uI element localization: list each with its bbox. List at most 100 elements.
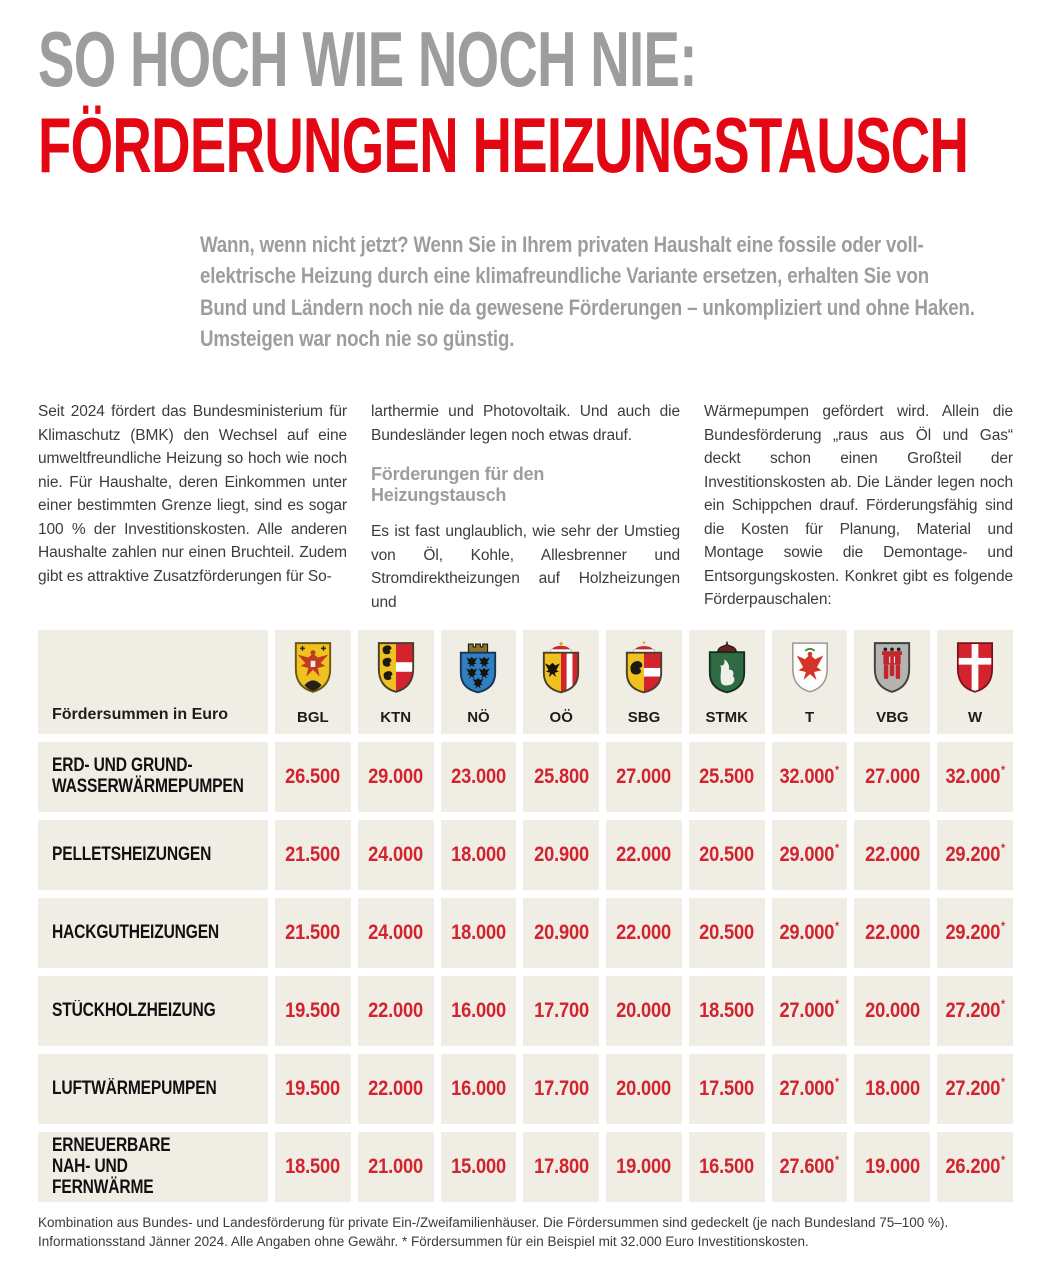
burgenland-coat-of-arms-icon [294,642,332,694]
column-header-stmk: STMK [688,630,765,735]
table-value: 17.700 [523,1054,600,1125]
oberoesterreich-coat-of-arms-icon [543,642,580,694]
table-value: 20.500 [688,898,765,969]
article-subheading: Förderungen für den Heizungstausch [371,464,545,506]
table-value: 24.000 [357,898,434,969]
row-label-fernwaerme: ERNEUERBARE NAH- UND FERNWÄRME [38,1132,268,1203]
table-value: 18.000 [854,1054,931,1125]
column-abbr: STMK [705,709,749,727]
table-value: 21.000 [357,1132,434,1203]
article-col2-text1: larthermie und Photovoltaik. Und auch di… [371,403,680,444]
article-col3-text: Wärmepumpen gefördert wird. Allein die B… [704,403,1013,609]
table-value: 17.700 [523,976,600,1047]
column-abbr: W [968,709,983,727]
table-value: 22.000 [854,820,931,891]
column-header-bgl: BGL [275,630,351,735]
headline-line2: FÖRDERUNGEN HEIZUNGSTAUSCH [38,100,969,189]
row-label-stueckholzheizung: STÜCKHOLZHEIZUNG [38,976,268,1047]
row-label-hackgutheizungen: HACKGUTHEIZUNGEN [38,898,268,969]
column-abbr: SBG [627,709,661,727]
table-value: 27.600* [771,1132,848,1203]
table-value: 22.000 [357,976,434,1047]
footnote: Kombination aus Bundes- und Landesförder… [38,1215,949,1250]
intro-paragraph: Wann, wenn nicht jetzt? Wenn Sie in Ihre… [200,232,975,351]
table-value: 22.000 [606,898,682,969]
table-value: 16.000 [440,976,517,1047]
table-value: 19.000 [606,1132,682,1203]
table-value: 19.000 [854,1132,931,1203]
table-value: 25.800 [523,742,600,813]
table-value: 23.000 [440,742,517,813]
headline-line1: SO HOCH WIE NOCH NIE: [38,15,697,103]
table-value: 29.000* [771,898,848,969]
column-abbr: OÖ [549,709,573,727]
table-value: 29.000 [357,742,434,813]
headline-block: SO HOCH WIE NOCH NIE: FÖRDERUNGEN HEIZUN… [38,15,1013,189]
niederoesterreich-coat-of-arms-icon [460,643,497,694]
column-header-noe: NÖ [440,630,517,735]
column-header-w: W [937,630,1013,735]
table-value: 15.000 [440,1132,517,1203]
article-col2-text2: Es ist fast unglaublich, wie sehr der Um… [371,523,680,611]
table-value: 29.200* [937,820,1013,891]
table-value: 29.000* [771,820,848,891]
article-col1-text: Seit 2024 fördert das Bundesministerium … [38,403,347,585]
table-value: 17.800 [523,1132,600,1203]
table-value: 27.000* [771,1054,848,1125]
column-abbr: VBG [876,709,909,727]
article-column-3: Wärmepumpen gefördert wird. Allein die B… [704,400,1013,614]
article-column-2: larthermie und Photovoltaik. Und auch di… [371,400,680,614]
article-columns: Seit 2024 fördert das Bundesministerium … [38,400,1013,614]
row-label-luftwaermepumpen: LUFTWÄRMEPUMPEN [38,1054,268,1125]
table-value: 18.000 [440,898,517,969]
column-header-ooe: OÖ [523,630,600,735]
vorarlberg-coat-of-arms-icon [874,642,911,694]
column-header-ktn: KTN [357,630,434,735]
table-value: 20.000 [606,1054,682,1125]
table-value: 20.000 [606,976,682,1047]
table-value: 27.000 [606,742,682,813]
table-corner-cell: Fördersummen in Euro [38,630,268,735]
table-value: 26.200* [937,1132,1013,1203]
row-label-pelletsheizungen: PELLETSHEIZUNGEN [38,820,268,891]
table-value: 20.000 [854,976,931,1047]
column-header-sbg: SBG [606,630,682,735]
table-value: 22.000 [606,820,682,891]
table-value: 27.200* [937,1054,1013,1125]
row-label-erdwaermepumpen: ERD- UND GRUND- WASSERWÄRMEPUMPEN [38,742,268,813]
steiermark-coat-of-arms-icon [708,642,745,694]
table-value: 16.500 [688,1132,765,1203]
salzburg-coat-of-arms-icon [625,641,663,694]
table-value: 24.000 [357,820,434,891]
tirol-coat-of-arms-icon [791,642,828,693]
column-abbr: T [804,709,815,727]
table-value: 19.500 [275,976,351,1047]
table-value: 19.500 [275,1054,351,1125]
table-value: 18.000 [440,820,517,891]
kaernten-coat-of-arms-icon [377,642,414,694]
table-corner-label: Fördersummen in Euro [52,706,229,724]
table-value: 22.000 [854,898,931,969]
table-value: 29.200* [937,898,1013,969]
column-abbr: KTN [380,709,412,727]
table-value: 20.500 [688,820,765,891]
table-value: 32.000* [771,742,848,813]
table-value: 26.500 [275,742,351,813]
table-value: 20.900 [523,820,600,891]
column-header-vbg: VBG [854,630,931,735]
column-abbr: BGL [297,709,329,727]
table-value: 32.000* [937,742,1013,813]
table-value: 21.500 [275,898,351,969]
column-header-t: T [771,630,848,735]
table-value: 25.500 [688,742,765,813]
table-value: 27.000* [771,976,848,1047]
headline-line2-wrap: FÖRDERUNGEN HEIZUNGSTAUSCH [38,100,1013,189]
table-value: 27.200* [937,976,1013,1047]
column-abbr: NÖ [467,709,490,727]
wien-coat-of-arms-icon [957,642,994,694]
table-value: 18.500 [275,1132,351,1203]
table-value: 27.000 [854,742,931,813]
table-value: 21.500 [275,820,351,891]
article-column-1: Seit 2024 fördert das Bundesministerium … [38,400,347,614]
